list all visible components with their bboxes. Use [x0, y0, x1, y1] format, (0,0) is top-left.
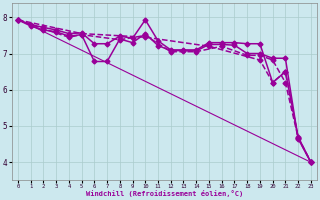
X-axis label: Windchill (Refroidissement éolien,°C): Windchill (Refroidissement éolien,°C) [86, 190, 243, 197]
